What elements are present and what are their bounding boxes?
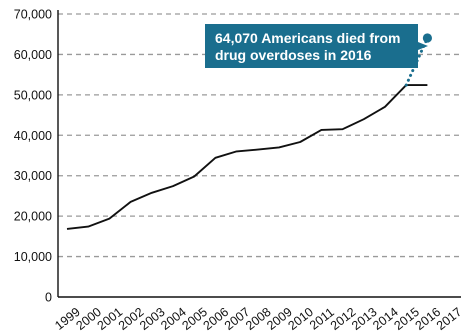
y-tick-label: 70,000 — [14, 8, 52, 22]
callout-pointer — [418, 42, 428, 50]
x-tick-label: 2017 — [434, 305, 463, 333]
callout-box — [205, 24, 418, 68]
overdose-deaths-line — [66, 84, 428, 230]
y-axis: 0 10,000 20,000 30,000 40,000 50,000 60,000 70,… — [14, 8, 59, 305]
y-tick-label: 0 — [45, 291, 52, 305]
y-tick-label: 50,000 — [14, 88, 52, 102]
y-tick-label: 10,000 — [14, 250, 52, 264]
x-axis: 1999200020012002200320042005200620072008… — [52, 296, 463, 333]
y-tick-label: 20,000 — [14, 210, 52, 224]
callout-text-line: drug overdoses in 2016 — [215, 47, 372, 63]
y-tick-label: 40,000 — [14, 129, 52, 143]
callout-text-line: 64,070 Americans died from — [215, 30, 400, 46]
y-tick-label: 30,000 — [14, 169, 52, 183]
y-tick-label: 60,000 — [14, 48, 52, 62]
highlight-point — [422, 33, 432, 43]
